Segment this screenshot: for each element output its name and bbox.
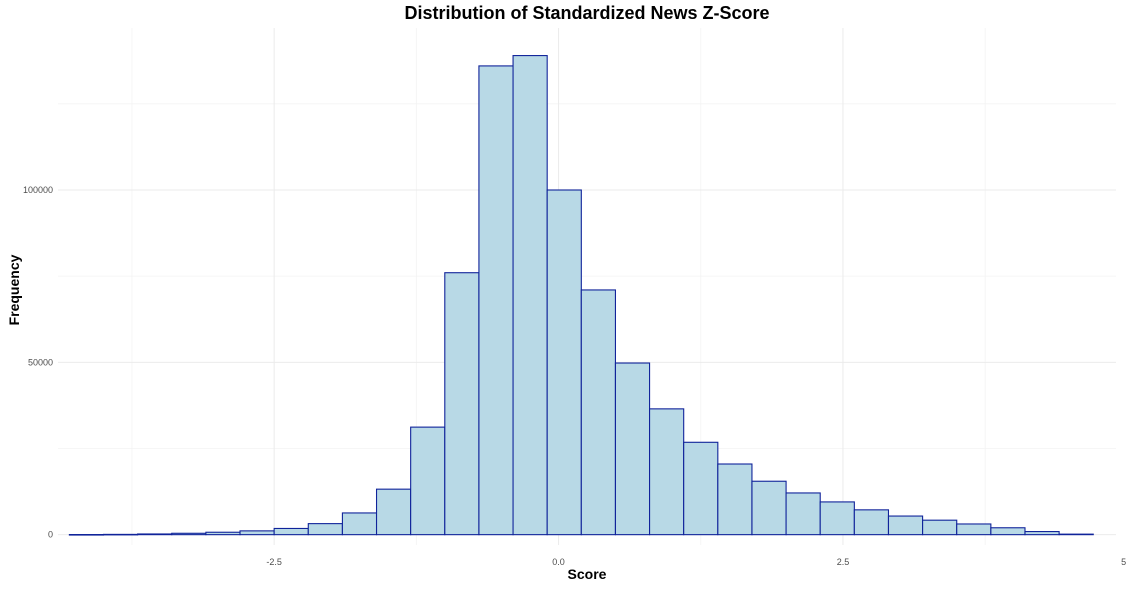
histogram-bar [102, 533, 139, 536]
histogram-bar [717, 463, 753, 536]
histogram-bar [956, 523, 992, 536]
histogram-bars [68, 55, 1094, 536]
histogram-bar [512, 55, 548, 536]
x-axis-title: Score [568, 566, 607, 582]
histogram-bar [239, 530, 275, 536]
histogram-bar [68, 534, 105, 536]
histogram-bar [273, 527, 309, 536]
histogram-bar [853, 509, 890, 536]
histogram-bar [546, 189, 582, 536]
histogram-bar [614, 362, 651, 536]
y-tick-label: 0 [48, 530, 53, 540]
histogram-bar [137, 533, 173, 536]
histogram-bar [990, 527, 1026, 536]
histogram-bar [444, 272, 480, 536]
histogram-bar [375, 488, 412, 536]
x-tick-label: -2.5 [266, 557, 282, 567]
histogram-bar [171, 532, 207, 536]
histogram-bar [307, 523, 343, 536]
histogram-bar [410, 426, 446, 536]
histogram-bar [887, 515, 924, 536]
histogram-bar [1058, 533, 1094, 536]
histogram-bar [341, 512, 378, 536]
histogram-bar [205, 531, 241, 536]
histogram-bar [649, 408, 685, 536]
chart-title: Distribution of Standardized News Z-Scor… [404, 3, 769, 23]
histogram-bar [478, 65, 514, 536]
tick-labels: -2.5 0.0 2.5 5.0 0 50000 100000 [23, 185, 1126, 567]
histogram-bar [683, 441, 719, 536]
histogram-bar [922, 519, 958, 536]
histogram-bar [1024, 531, 1060, 536]
x-tick-label: 5.0 [1121, 557, 1126, 567]
x-tick-label: 2.5 [837, 557, 850, 567]
y-axis-title: Frequency [6, 254, 22, 325]
histogram-bar [819, 501, 855, 536]
histogram-bar [751, 480, 787, 536]
x-tick-label: 0.0 [552, 557, 565, 567]
y-tick-label: 100000 [23, 185, 53, 195]
histogram-bar [580, 289, 616, 536]
y-tick-label: 50000 [28, 357, 53, 367]
histogram-bar [785, 492, 821, 536]
